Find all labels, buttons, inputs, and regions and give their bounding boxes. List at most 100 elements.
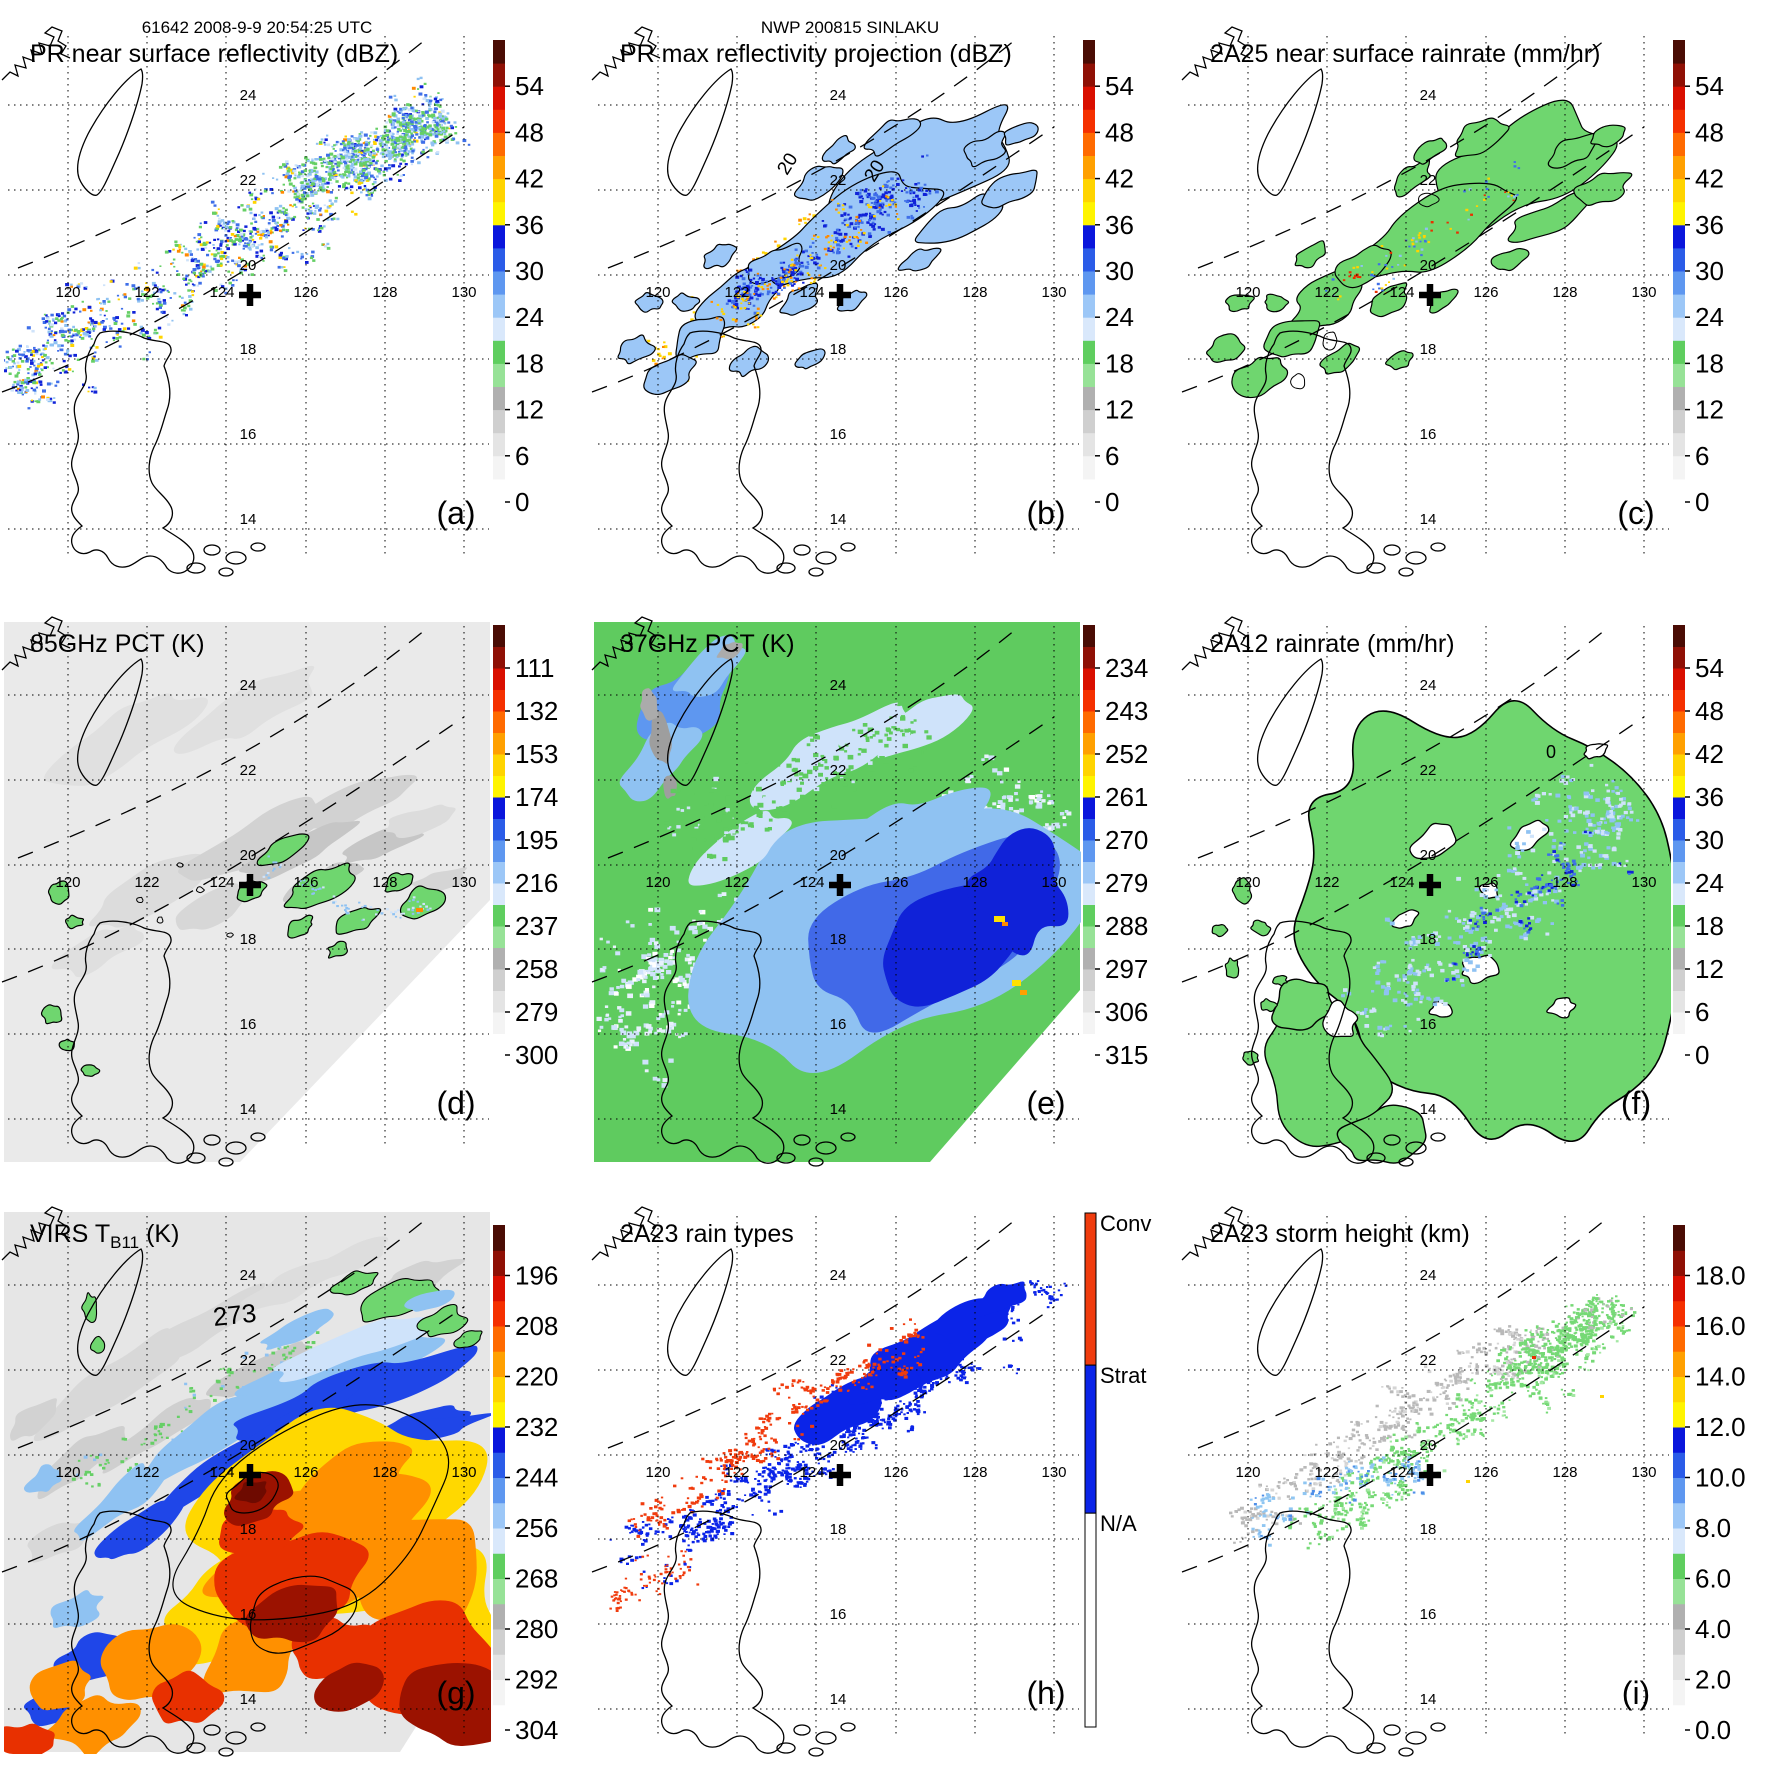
- contour-label: 273: [211, 1298, 257, 1332]
- china-coastline: [1181, 616, 1251, 671]
- luzon-coastline: [70, 920, 195, 1164]
- colorbar-tick-label: 24: [1695, 868, 1724, 898]
- island-coastline: [1405, 551, 1427, 565]
- colorbar-tick-label: 30: [515, 256, 544, 286]
- lat-label: 18: [830, 931, 847, 948]
- lat-label: 16: [830, 426, 847, 443]
- island-coastline: [1398, 1747, 1414, 1757]
- colorbar-e: 234 243 252 261 270 279 288 297 306 315: [1083, 625, 1148, 1070]
- grid-labels: 120 122 124 126 128 130 24 22 20 18 16 14: [645, 677, 1066, 1118]
- colorbar-tick-label: 0: [1695, 1040, 1709, 1070]
- swath-edge-lines: [591, 625, 1055, 983]
- colorbar-tick-label: 279: [1105, 868, 1148, 898]
- lat-label: 24: [830, 677, 847, 694]
- colorbar-tick-label: 54: [515, 71, 544, 101]
- lon-label: 124: [799, 874, 824, 891]
- coastlines: [591, 616, 856, 1167]
- taiwan-coastline: [666, 658, 734, 786]
- colorbar-tick-label: 232: [515, 1412, 558, 1442]
- graticule: [8, 626, 489, 1148]
- china-coastline: [1, 616, 71, 671]
- colorbar-tick-label: 244: [515, 1463, 558, 1493]
- china-coastline: [1181, 26, 1251, 81]
- lat-label: 18: [1420, 1521, 1437, 1538]
- colorbar-tick-label: 270: [1105, 825, 1148, 855]
- lat-label: 14: [830, 511, 847, 528]
- island-coastline: [186, 562, 206, 574]
- lat-label: 22: [240, 1352, 257, 1369]
- panel-title-c: 2A25 near surface rainrate (mm/hr): [1210, 40, 1600, 68]
- taiwan-coastline: [76, 68, 144, 196]
- lat-label: 18: [1420, 931, 1437, 948]
- lon-label: 124: [209, 874, 234, 891]
- island-coastline: [218, 567, 234, 577]
- coastlines: [1181, 26, 1446, 577]
- panel-letter-h: (h): [1026, 1675, 1065, 1711]
- colorbar-g: 196 208 220 232 244 256 268 280 292 304: [493, 1225, 558, 1745]
- luzon-coastline: [660, 1510, 785, 1754]
- colorbar-tick-label: 30: [1695, 825, 1724, 855]
- colorbar-tick-label: 306: [1105, 997, 1148, 1027]
- lat-label: 16: [240, 1016, 257, 1033]
- lon-label: 126: [883, 874, 908, 891]
- storm-center-marker: [829, 1464, 851, 1486]
- lon-label: 128: [372, 874, 397, 891]
- panel-h-map: 120 122 124 126 128 130 24 22 20 18 16 14 2A23 rain …: [591, 1206, 1151, 1757]
- data-field-c: [1206, 99, 1633, 399]
- lat-label: 22: [240, 762, 257, 779]
- lon-label: 122: [1314, 874, 1339, 891]
- lat-label: 24: [830, 1267, 847, 1284]
- panel-d-map: 120 122 124 126 128 130 24 22 20 18 16 14 85GHz PCT …: [1, 616, 558, 1167]
- colorbar-tick-label: 6: [1695, 997, 1709, 1027]
- storm-center-marker: [1419, 1464, 1441, 1486]
- panel-a: 120 122 124 126 128 130 24 22 20 18 16 14 PR near su…: [0, 0, 591, 591]
- island-coastline: [203, 1724, 221, 1736]
- colorbar-tick-label: 12: [1105, 395, 1134, 425]
- lat-label: 16: [1420, 426, 1437, 443]
- colorbar-f: 54 48 42 36 30 24 18 12 6 0: [1673, 625, 1724, 1070]
- island-coastline: [808, 567, 824, 577]
- colorbar-tick-label: 288: [1105, 911, 1148, 941]
- colorbar-tick-label: 42: [515, 164, 544, 194]
- panel-letter-e: (e): [1026, 1085, 1065, 1121]
- coastlines: [1, 616, 266, 1167]
- lat-label: 14: [1420, 511, 1437, 528]
- colorbar-tick-label: 48: [1105, 117, 1134, 147]
- colorbar-tick-label: 18: [1695, 348, 1724, 378]
- colorbar-tick-label: 220: [515, 1362, 558, 1392]
- lat-label: 18: [1420, 341, 1437, 358]
- lon-label: 122: [134, 284, 159, 301]
- luzon-coastline: [1250, 330, 1375, 574]
- lon-label: 120: [645, 284, 670, 301]
- lat-label: 20: [240, 257, 257, 274]
- lat-label: 22: [830, 172, 847, 189]
- lat-label: 20: [830, 1437, 847, 1454]
- lat-label: 14: [830, 1101, 847, 1118]
- grid-labels: 120 122 124 126 128 130 24 22 20 18 16 14: [1235, 677, 1656, 1118]
- lat-label: 24: [1420, 87, 1437, 104]
- panel-e: 120 122 124 126 128 130 24 22 20 18 16 14 37GHz PCT …: [590, 590, 1181, 1181]
- lat-label: 16: [830, 1606, 847, 1623]
- storm-center-marker: [1419, 284, 1441, 306]
- graticule: [1188, 626, 1669, 1148]
- panel-f: 120 122 124 126 128 130 24 22 20 18 16 14 0 2A12 rain…: [1180, 590, 1771, 1181]
- lon-label: 120: [1235, 874, 1260, 891]
- colorbar-tick-label: 12: [1695, 395, 1724, 425]
- swath-edge-lines: [1, 1215, 465, 1573]
- china-coastline: [1, 26, 71, 81]
- panel-title-f: 2A12 rainrate (mm/hr): [1210, 630, 1455, 658]
- lon-label: 126: [883, 284, 908, 301]
- lat-label: 24: [1420, 1267, 1437, 1284]
- island-coastline: [808, 1747, 824, 1757]
- colorbar-tick-label: 292: [515, 1665, 558, 1695]
- lon-label: 130: [451, 284, 476, 301]
- island-coastline: [203, 1134, 221, 1146]
- colorbar-tick-label: 54: [1105, 71, 1134, 101]
- storm-center-marker: [829, 284, 851, 306]
- colorbar-tick-label: 24: [1105, 302, 1134, 332]
- island-coastline: [218, 1747, 234, 1757]
- colorbar-tick-label: 48: [1695, 696, 1724, 726]
- colorbar-cat-label: Strat: [1100, 1363, 1146, 1388]
- island-coastline: [1383, 1134, 1401, 1146]
